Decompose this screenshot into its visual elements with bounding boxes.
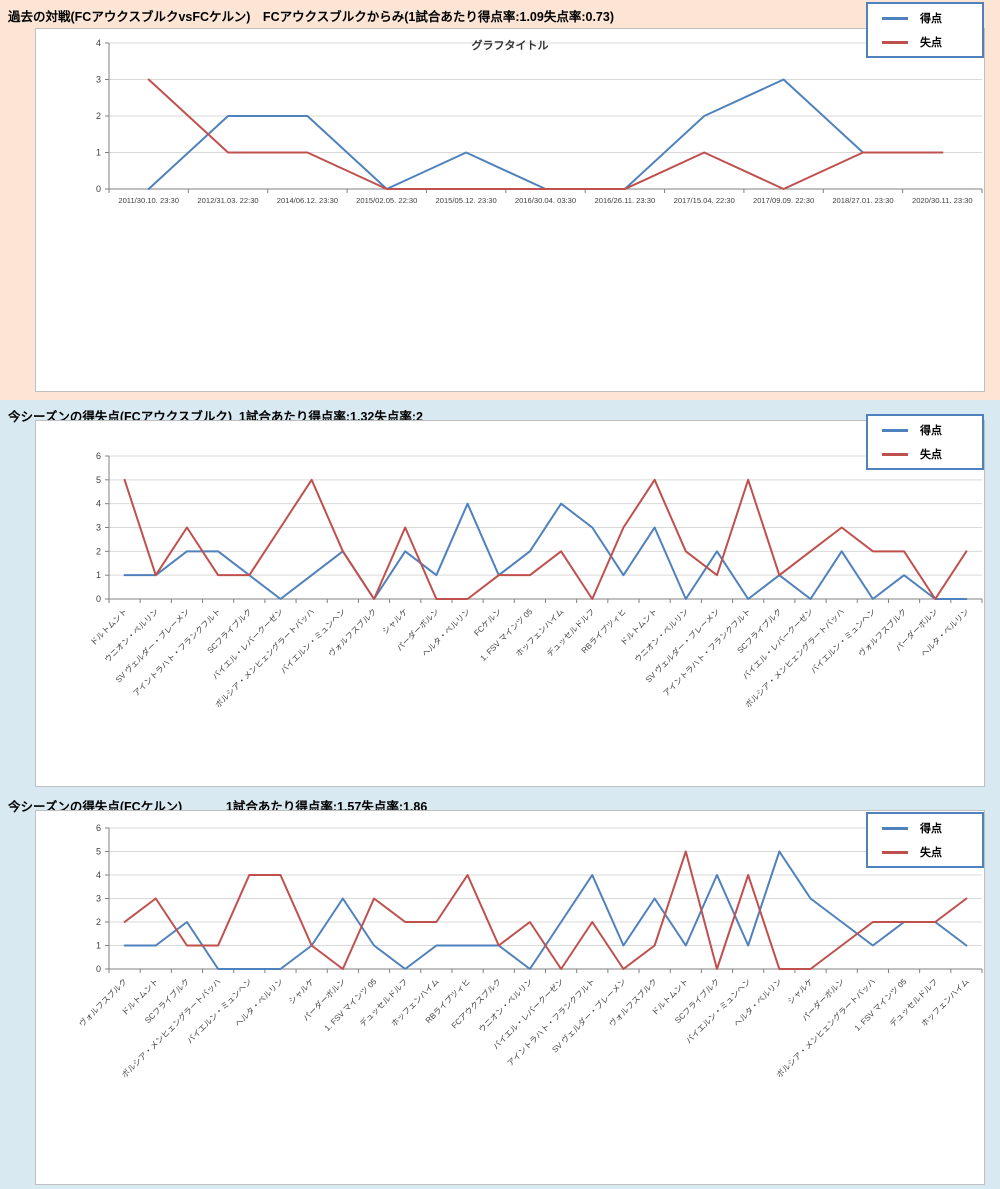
section-season-augsburg: 今シーズンの得失点(FCアウクスブルク) 1試合あたり得点率:1.32失点率:2…	[0, 400, 1000, 790]
x-tick-label: 2014/06.12. 23:30	[277, 196, 338, 205]
scored-line-swatch	[882, 16, 908, 20]
scored-line-swatch	[882, 826, 908, 830]
line-chart-head-to-head: 0 1 2 3 4 2011/30.10. 23:30 2012/31.03. 22:30 2…	[96, 38, 983, 205]
y-tick-label: 6	[96, 451, 101, 461]
y-tick-label: 2	[96, 546, 101, 556]
legend-label-conceded: 失点	[920, 847, 942, 859]
chart-area-koeln: 0 1 2 3 4 5 6 ヴォルフスブルク ドルトムント SCフライブルク ボルシア・メンヒェング…	[35, 810, 985, 1185]
legend: 得点 失点	[866, 2, 984, 58]
legend-item-scored: 得点	[882, 422, 982, 438]
y-tick-label: 3	[96, 75, 101, 85]
series-line-scored	[123, 502, 968, 600]
line-chart-koeln: 0123456ヴォルフスブルクドルトムントSCフライブルクボルシア・メンヒェング…	[77, 823, 983, 1080]
legend: 得点 失点	[866, 812, 984, 868]
section-head-to-head: 過去の対戦(FCアウクスブルクvsFCケルン) FCアウクスブルクからみ(1試合…	[0, 0, 1000, 400]
x-tick-label: 2015/02.05. 22:30	[356, 196, 417, 205]
scored-line-swatch	[882, 428, 908, 432]
x-tick-label: ウニオン・ベルリン	[103, 607, 160, 664]
x-tick-label: 2016/30.04. 03:30	[515, 196, 576, 205]
y-tick-label: 3	[96, 523, 101, 533]
legend-item-conceded: 失点	[882, 446, 982, 462]
y-tick-label: 6	[96, 823, 101, 833]
section-title: 過去の対戦(FCアウクスブルクvsFCケルン) FCアウクスブルクからみ(1試合…	[8, 10, 614, 24]
legend-label-scored: 得点	[920, 13, 942, 25]
y-tick-label: 4	[96, 38, 101, 48]
x-tick-label: 2015/05.12. 23:30	[436, 196, 497, 205]
x-tick-label: ウニオン・ベルリン	[633, 607, 690, 664]
y-tick-label: 0	[96, 594, 101, 604]
y-tick-label: 0	[96, 184, 101, 194]
y-tick-label: 1	[96, 148, 101, 158]
x-tick-label: 2017/15.04. 22:30	[674, 196, 735, 205]
x-tick-label: FCケルン	[472, 607, 503, 638]
conceded-line-swatch	[882, 452, 908, 456]
conceded-line-swatch	[882, 40, 908, 44]
legend-label-scored: 得点	[920, 425, 942, 437]
legend-label-conceded: 失点	[920, 37, 942, 49]
y-tick-label: 4	[96, 870, 101, 880]
x-tick-label: 2011/30.10. 23:30	[118, 196, 179, 205]
legend: 得点 失点	[866, 414, 984, 470]
x-tick-label: 2018/27.01. 23:30	[832, 196, 893, 205]
x-tick-label: 2020/30.11. 23:30	[912, 196, 973, 205]
x-tick-label: シャルケ	[786, 977, 815, 1006]
y-tick-label: 5	[96, 847, 101, 857]
legend-item-conceded: 失点	[882, 844, 982, 860]
y-tick-label: 5	[96, 475, 101, 485]
legend-item-scored: 得点	[882, 10, 982, 26]
x-tick-label: ヴォルフスブルク	[77, 976, 129, 1028]
y-tick-label: 0	[96, 964, 101, 974]
y-tick-label: 1	[96, 570, 101, 580]
series-line-scored	[147, 78, 944, 190]
series-line-conceded	[123, 850, 968, 970]
chart-area-head-to-head: グラフタイトル 0 1 2 3 4 2011/30.10. 23:30 2012/31.03…	[35, 28, 985, 392]
chart-area-augsburg: 0 1 2 3 4 5 6 ドルトムント ウニオン・ベルリン SV ヴェルダー・ブレーメン アイント…	[35, 420, 985, 787]
x-tick-label: 2016/26.11. 23:30	[595, 196, 656, 205]
y-tick-label: 3	[96, 894, 101, 904]
x-tick-label: 1. FSV マインツ 05	[323, 977, 379, 1033]
series-line-scored	[123, 850, 968, 970]
conceded-line-swatch	[882, 850, 908, 854]
x-tick-label: シャルケ	[381, 607, 410, 636]
series-line-conceded	[147, 78, 944, 190]
x-tick-label: 1. FSV マインツ 05	[479, 607, 535, 663]
legend-label-conceded: 失点	[920, 449, 942, 461]
chart-title: グラフタイトル	[471, 40, 549, 52]
y-tick-label: 2	[96, 917, 101, 927]
y-tick-label: 2	[96, 111, 101, 121]
legend-item-scored: 得点	[882, 820, 982, 836]
legend-label-scored: 得点	[920, 823, 942, 835]
legend-item-conceded: 失点	[882, 34, 982, 50]
y-tick-label: 1	[96, 941, 101, 951]
x-tick-label: 2012/31.03. 22:30	[197, 196, 258, 205]
x-tick-label: 2017/09.09. 22:30	[753, 196, 814, 205]
y-tick-label: 4	[96, 499, 101, 509]
x-tick-label: ウニオン・ベルリン	[477, 977, 534, 1034]
section-season-koeln: 今シーズンの得失点(FCケルン) 1試合あたり得点率:1.57失点率:1.86 …	[0, 790, 1000, 1189]
x-tick-label: 1. FSV マインツ 05	[853, 977, 909, 1033]
series-line-conceded	[123, 478, 968, 600]
x-tick-label: シャルケ	[287, 977, 316, 1006]
